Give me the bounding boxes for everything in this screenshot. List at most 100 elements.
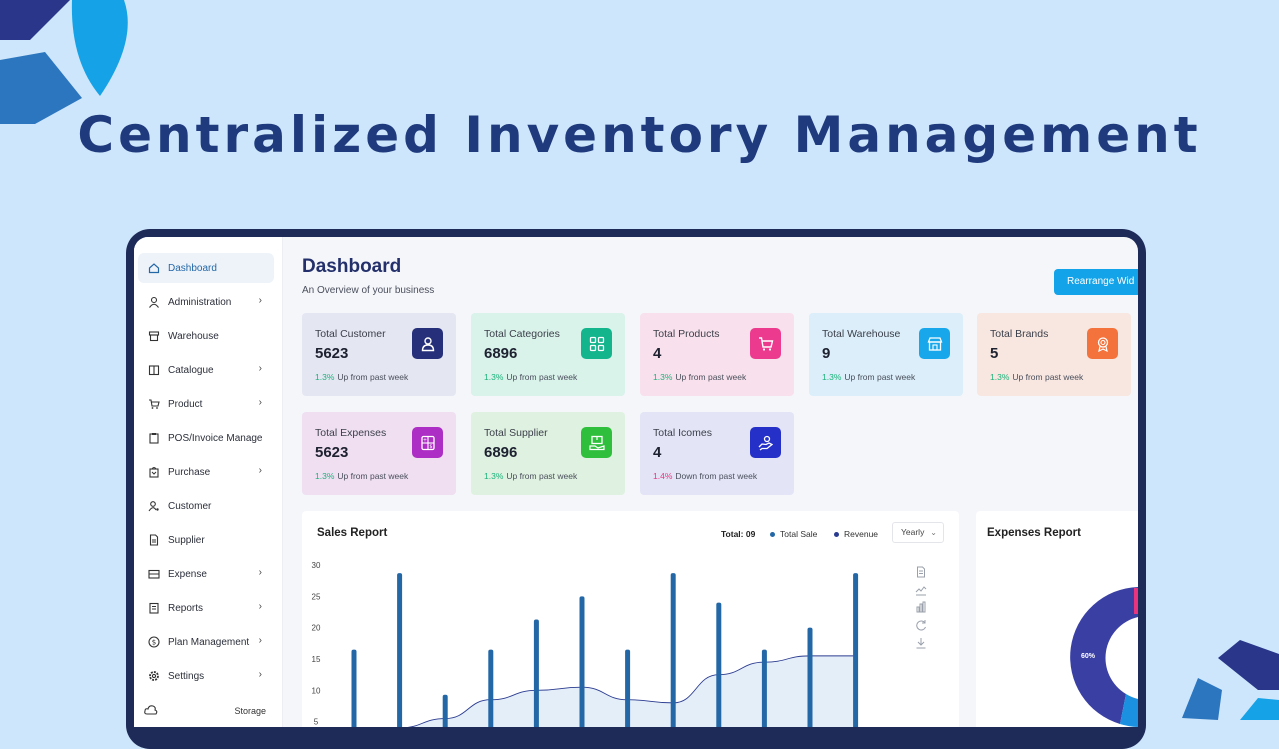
sidebar-item-label: Catalogue bbox=[168, 364, 214, 376]
calculator-icon: + $ bbox=[412, 427, 443, 458]
sidebar-item-supplier[interactable]: Supplier bbox=[138, 525, 274, 555]
svg-text:$: $ bbox=[429, 444, 432, 450]
chevron-right-icon: › bbox=[258, 397, 262, 408]
stat-card-label: Total Warehouse bbox=[822, 328, 901, 340]
donut-slice-secondary bbox=[1120, 694, 1138, 727]
trend-text: Up from past week bbox=[337, 471, 409, 481]
sidebar-item-label: Product bbox=[168, 398, 203, 410]
cart-icon bbox=[149, 399, 160, 409]
grid-icon bbox=[581, 328, 612, 359]
sidebar-item-administration[interactable]: Administration › bbox=[138, 287, 274, 317]
line-chart-icon[interactable] bbox=[915, 584, 927, 596]
stat-card-total-warehouse[interactable]: Total Warehouse 9 1.3% Up from past week bbox=[809, 313, 963, 396]
stat-card-trend: 1.3% Up from past week bbox=[822, 372, 915, 382]
legend-dot-revenue bbox=[834, 532, 839, 538]
store-icon bbox=[148, 331, 160, 342]
sidebar-item-warehouse[interactable]: Warehouse bbox=[138, 321, 274, 351]
stat-card-label: Total Categories bbox=[484, 328, 560, 340]
sales-bar[interactable] bbox=[533, 619, 539, 727]
sidebar-item-label: Supplier bbox=[168, 534, 205, 546]
rearrange-widgets-button[interactable]: Rearrange Wid bbox=[1054, 269, 1138, 295]
bar-chart-icon[interactable] bbox=[915, 601, 927, 613]
sidebar: Dashboard Administration › Warehouse Cat… bbox=[134, 237, 283, 727]
dashboard-screen: Dashboard Administration › Warehouse Cat… bbox=[134, 237, 1138, 727]
stat-card-label: Total Supplier bbox=[484, 427, 548, 439]
sidebar-item-reports[interactable]: Reports › bbox=[138, 593, 274, 623]
trend-percent: 1.3% bbox=[315, 372, 335, 382]
sidebar-item-label: POS/Invoice Manage bbox=[168, 432, 263, 444]
y-tick-label: 15 bbox=[312, 655, 321, 664]
sales-bar[interactable] bbox=[807, 627, 813, 727]
sidebar-item-catalogue[interactable]: Catalogue › bbox=[138, 355, 274, 385]
sales-bar[interactable] bbox=[761, 649, 767, 727]
stat-card-total-supplier[interactable]: Total Supplier 6896 1.3% Up from past wee… bbox=[471, 412, 625, 495]
sales-bar[interactable] bbox=[716, 602, 722, 727]
refresh-icon[interactable] bbox=[915, 619, 927, 631]
trend-percent: 1.4% bbox=[653, 471, 673, 481]
sidebar-item-settings[interactable]: Settings › bbox=[138, 661, 274, 691]
legend-total-sale[interactable]: Total Sale bbox=[770, 529, 817, 539]
download-icon[interactable] bbox=[915, 637, 927, 649]
sidebar-item-label: Administration bbox=[168, 296, 232, 308]
legend-revenue[interactable]: Revenue bbox=[834, 529, 878, 539]
sales-bar[interactable] bbox=[625, 649, 631, 727]
sidebar-item-purchase[interactable]: Purchase › bbox=[138, 457, 274, 487]
sidebar-item-customer[interactable]: Customer bbox=[138, 491, 274, 521]
sales-bar[interactable] bbox=[351, 649, 357, 727]
sidebar-item-expense[interactable]: Expense › bbox=[138, 559, 274, 589]
stat-card-trend: 1.3% Up from past week bbox=[484, 372, 577, 382]
trend-text: Up from past week bbox=[506, 372, 578, 382]
hand-coin-icon bbox=[750, 427, 781, 458]
revenue-line bbox=[407, 655, 856, 727]
sidebar-item-label: Customer bbox=[168, 500, 212, 512]
document-icon[interactable] bbox=[915, 566, 927, 578]
sidebar-item-label: Settings bbox=[168, 670, 205, 682]
sidebar-item-plan-management[interactable]: $ Plan Management › bbox=[138, 627, 274, 657]
stat-card-total-incomes[interactable]: Total Icomes 4 1.4% Down from past week bbox=[640, 412, 794, 495]
sales-bar[interactable] bbox=[442, 694, 448, 727]
sidebar-item-label: Expense bbox=[168, 568, 207, 580]
dollar-icon: $ bbox=[148, 636, 160, 648]
expense-icon bbox=[148, 569, 160, 579]
stat-card-total-brands[interactable]: Total Brands 5 1.3% Up from past week bbox=[977, 313, 1131, 396]
cloud-icon bbox=[144, 705, 158, 715]
trend-text: Up from past week bbox=[1012, 372, 1084, 382]
sidebar-item-pos-invoice[interactable]: POS/Invoice Manage bbox=[138, 423, 274, 453]
page-title: Dashboard bbox=[302, 256, 402, 277]
donut-slice-label: 60% bbox=[1081, 653, 1096, 660]
period-select-value: Yearly bbox=[901, 527, 925, 537]
y-tick-label: 30 bbox=[312, 561, 321, 570]
sales-bar[interactable] bbox=[670, 573, 676, 727]
sales-bar[interactable] bbox=[853, 573, 859, 727]
trend-percent: 1.3% bbox=[990, 372, 1010, 382]
legend-label: Revenue bbox=[844, 529, 879, 539]
sidebar-item-label: Purchase bbox=[168, 466, 211, 478]
sales-bar[interactable] bbox=[488, 649, 494, 727]
chevron-right-icon: › bbox=[258, 567, 262, 578]
stat-card-value: 4 bbox=[653, 444, 662, 461]
trend-percent: 1.3% bbox=[484, 372, 504, 382]
stat-card-label: Total Brands bbox=[990, 328, 1049, 340]
trend-text: Up from past week bbox=[675, 372, 747, 382]
stat-card-value: 5623 bbox=[315, 444, 349, 461]
stat-card-total-expenses[interactable]: Total Expenses 5623 1.3% Up from past wee… bbox=[302, 412, 456, 495]
stat-card-trend: 1.3% Up from past week bbox=[315, 471, 408, 481]
sales-chart: 30 25 20 15 10 5 bbox=[312, 561, 859, 727]
stat-card-trend: 1.3% Up from past week bbox=[484, 471, 577, 481]
stat-card-value: 4 bbox=[653, 345, 662, 362]
sidebar-item-product[interactable]: Product › bbox=[138, 389, 274, 419]
stat-card-trend: 1.4% Down from past week bbox=[653, 471, 757, 481]
report-icon bbox=[149, 602, 159, 614]
stat-card-total-categories[interactable]: Total Categories 6896 1.3% Up from past w… bbox=[471, 313, 625, 396]
expenses-donut-chart: 60% bbox=[1070, 587, 1138, 727]
trend-percent: 1.3% bbox=[653, 372, 673, 382]
sales-bar[interactable] bbox=[397, 573, 403, 727]
stat-card-total-products[interactable]: Total Products 4 1.3% Up from past week bbox=[640, 313, 794, 396]
sidebar-item-dashboard[interactable]: Dashboard bbox=[138, 253, 274, 283]
sales-bar[interactable] bbox=[579, 596, 585, 727]
sidebar-item-label: Plan Management bbox=[168, 636, 250, 648]
legend-label: Total Sale bbox=[780, 529, 818, 539]
period-select[interactable]: Yearly ⌄ bbox=[892, 522, 944, 543]
stat-card-trend: 1.3% Up from past week bbox=[315, 372, 408, 382]
stat-card-total-customer[interactable]: Total Customer 5623 1.3% Up from past wee… bbox=[302, 313, 456, 396]
